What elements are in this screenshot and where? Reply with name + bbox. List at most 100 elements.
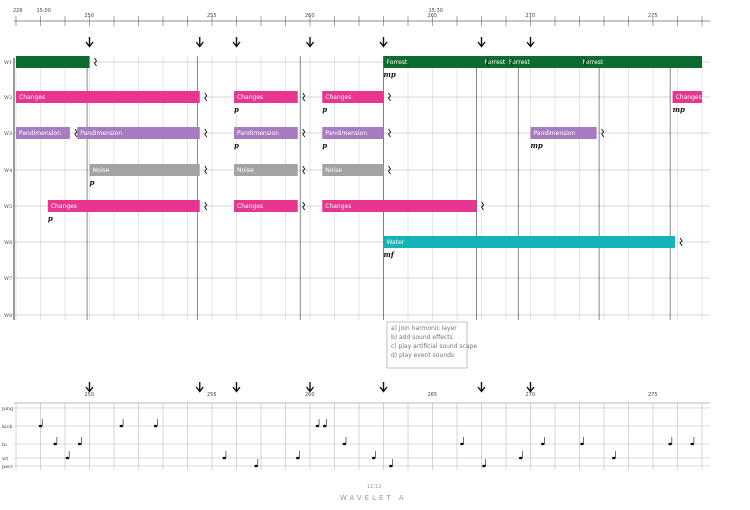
dynamic-mark: p bbox=[48, 214, 53, 223]
block-label: Changes bbox=[325, 203, 351, 210]
rest-mark bbox=[387, 92, 392, 102]
rest-mark bbox=[302, 128, 306, 138]
note-head bbox=[482, 464, 486, 468]
block-changes bbox=[322, 200, 477, 212]
block-label: Forrest bbox=[485, 59, 506, 66]
block-label: Changes bbox=[676, 94, 702, 101]
rest-mark bbox=[583, 57, 588, 67]
note-head bbox=[38, 424, 43, 428]
rest-mark bbox=[204, 128, 208, 138]
rest-mark bbox=[204, 201, 208, 211]
cue-arrow bbox=[195, 37, 204, 48]
dynamic-mark: p bbox=[90, 178, 95, 187]
bar-number: 270 bbox=[526, 13, 536, 19]
rest-mark bbox=[481, 201, 485, 211]
staff-label: W4 bbox=[4, 168, 12, 174]
time-label: 15:00 bbox=[37, 8, 51, 14]
cue-arrow bbox=[232, 382, 241, 393]
cue-arrow bbox=[232, 37, 241, 48]
perc-staff-label: hi bbox=[2, 442, 7, 448]
block-label: Pandimension bbox=[19, 130, 61, 137]
legend-line-d: d) play event sounds bbox=[391, 352, 454, 359]
bar-number: 265 bbox=[428, 13, 438, 19]
block-label: Changes bbox=[237, 203, 263, 210]
note-head bbox=[518, 456, 523, 460]
instruction-legend: a) join harmonic layer b) add sound effe… bbox=[386, 321, 477, 369]
time-label: 15:30 bbox=[429, 8, 443, 14]
bar-number: 255 bbox=[207, 392, 217, 398]
dynamic-mark: mp bbox=[384, 70, 396, 79]
rest-mark bbox=[679, 237, 683, 247]
note-head bbox=[153, 424, 158, 428]
ruler-start-label: 226 bbox=[13, 8, 23, 14]
note-head bbox=[322, 424, 327, 428]
bar-number: 270 bbox=[526, 392, 536, 398]
legend-line-a: a) join harmonic layer bbox=[391, 325, 457, 332]
block-label: Changes bbox=[51, 203, 77, 210]
bar-number: 250 bbox=[85, 392, 95, 398]
cue-arrows-top bbox=[85, 37, 535, 48]
block-forrest bbox=[579, 56, 702, 68]
note-head bbox=[540, 442, 545, 446]
rest-mark bbox=[204, 92, 208, 102]
block-label: Pandimension bbox=[237, 130, 279, 137]
block-label: Water bbox=[387, 239, 405, 246]
perc-staff-label: wt bbox=[2, 456, 8, 462]
note-head bbox=[389, 464, 393, 468]
cue-arrow bbox=[305, 382, 315, 393]
block-changes bbox=[16, 91, 200, 103]
staff-label: W7 bbox=[4, 276, 12, 282]
block-noise bbox=[322, 164, 384, 176]
note-head bbox=[222, 456, 227, 460]
note-head bbox=[612, 456, 616, 460]
block-label: Changes bbox=[325, 94, 351, 101]
cue-arrow bbox=[379, 37, 388, 48]
bar-number: 265 bbox=[428, 392, 438, 398]
block-label: Noise bbox=[93, 167, 110, 174]
note-head bbox=[342, 442, 347, 446]
score-title: WAVELET A bbox=[340, 494, 407, 502]
block-label: Pandimension bbox=[325, 130, 367, 137]
block-forrest bbox=[383, 56, 482, 68]
note-head bbox=[77, 442, 82, 446]
dynamic-mark: mf bbox=[384, 250, 396, 259]
rest-mark bbox=[302, 165, 306, 175]
legend-line-b: b) add sound effects bbox=[391, 334, 453, 341]
block-label: Pandimension bbox=[80, 130, 122, 137]
dynamic-mark: mp bbox=[673, 105, 685, 114]
block-water bbox=[383, 236, 676, 248]
note-head bbox=[254, 464, 258, 468]
staff-label: W6 bbox=[4, 240, 12, 246]
staff-label: W1 bbox=[4, 60, 12, 66]
rest-mark bbox=[510, 57, 514, 67]
rest-mark bbox=[74, 128, 78, 138]
cue-arrow bbox=[526, 382, 535, 393]
dynamic-mark: p bbox=[234, 105, 239, 114]
block-pandimension bbox=[530, 127, 597, 139]
block-label: Forrest bbox=[509, 59, 530, 66]
cue-arrow bbox=[526, 37, 535, 48]
cue-arrow bbox=[85, 37, 94, 48]
block-noise bbox=[234, 164, 298, 176]
rest-mark bbox=[387, 128, 392, 138]
rest-mark bbox=[302, 201, 306, 211]
bar-number: 260 bbox=[305, 392, 315, 398]
note-head bbox=[315, 424, 320, 428]
block-pandimension bbox=[77, 127, 200, 139]
block-label: Changes bbox=[19, 94, 45, 101]
cue-arrow bbox=[477, 37, 486, 48]
bar-number: 250 bbox=[85, 13, 95, 19]
percussion-system: 250 255 260 265 270 275 ping kick hi wt perc bbox=[2, 382, 710, 470]
block-label: Noise bbox=[237, 167, 254, 174]
rest-mark bbox=[204, 165, 208, 175]
cue-arrow bbox=[379, 382, 388, 393]
staff-label: W2 bbox=[4, 95, 12, 101]
block-forrest bbox=[506, 56, 580, 68]
rest-mark bbox=[601, 128, 605, 138]
cue-arrow bbox=[195, 382, 204, 393]
block-label: Forrest bbox=[387, 59, 408, 66]
block-noise bbox=[89, 164, 200, 176]
note-head bbox=[371, 456, 376, 460]
note-head bbox=[580, 442, 584, 446]
